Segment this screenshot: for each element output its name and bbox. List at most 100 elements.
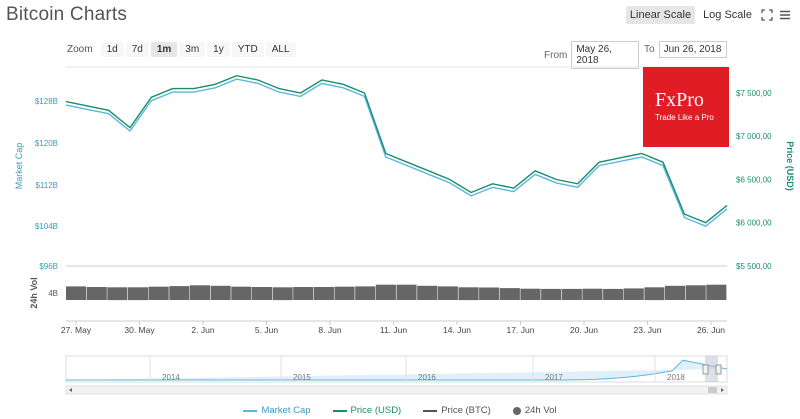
to-date-input[interactable]: Jun 26, 2018: [658, 41, 727, 58]
navigator-selection: [705, 356, 718, 382]
navigator-year-label: 2016: [418, 373, 436, 382]
zoom-3m-button[interactable]: 3m: [179, 42, 206, 57]
page-title: Bitcoin Charts: [6, 4, 128, 25]
legend-24h-vol-label: 24h Vol: [524, 405, 557, 416]
navigator-year-label: 2018: [667, 373, 685, 382]
left-axis-title: Market Cap: [14, 143, 24, 190]
vol-axis-title: 24h Vol: [29, 277, 39, 308]
volume-bar: [479, 287, 500, 300]
vol-swatch-icon: [512, 406, 521, 415]
menu-icon[interactable]: [778, 8, 792, 22]
price-btc-swatch-icon: [423, 409, 438, 412]
navigator-year-label: 2017: [545, 373, 563, 382]
right-axis-tick-label: $5 500,00: [736, 262, 772, 271]
legend-price-usd-label: Price (USD): [350, 405, 402, 416]
price-usd-line: [65, 74, 728, 224]
volume-bar: [623, 288, 644, 300]
from-range: From May 26, 2018: [544, 41, 640, 69]
volume-bar: [520, 288, 541, 300]
fxpro-ad-banner[interactable]: FxPro Trade Like a Pro: [643, 67, 729, 147]
volume-bar: [458, 287, 479, 301]
volume-bar: [189, 285, 210, 300]
zoom-1d-button[interactable]: 1d: [100, 42, 124, 57]
left-axis-tick-label: $128B: [35, 97, 58, 106]
market-cap-line: [65, 78, 728, 228]
volume-bar: [107, 287, 128, 301]
volume-bar: [665, 285, 686, 300]
navigator-scrollbar: [65, 385, 728, 395]
navigator-left-handle: [702, 364, 709, 375]
zoom-ytd-button[interactable]: YTD: [231, 42, 264, 57]
volume-bar: [66, 286, 87, 300]
ad-slogan: Trade Like a Pro: [655, 113, 714, 122]
legend-market-cap[interactable]: Market Cap: [243, 405, 311, 416]
navigator-series: [66, 359, 728, 381]
volume-bar: [210, 285, 231, 300]
right-axis-title: Price (USD): [785, 141, 795, 191]
chart-legend: Market Cap Price (USD) Price (BTC) 24h V…: [0, 405, 800, 416]
volume-bar: [251, 287, 272, 300]
legend-price-usd[interactable]: Price (USD): [332, 405, 402, 416]
x-axis-tick-label: 26. Jun: [697, 325, 725, 335]
scroll-left-arrow-icon: [69, 388, 72, 392]
volume-bar: [437, 286, 458, 300]
scrollbar-thumb: [708, 387, 717, 393]
volume-bar: [169, 286, 190, 300]
volume-bar: [417, 285, 438, 300]
volume-bar: [375, 284, 396, 300]
x-axis-tick-label: 11. Jun: [380, 325, 408, 335]
zoom-controls: Zoom 1d 7d 1m 3m 1y YTD ALL: [67, 42, 296, 57]
zoom-7d-button[interactable]: 7d: [125, 42, 149, 57]
volume-bar: [603, 288, 624, 300]
fullscreen-icon[interactable]: [760, 8, 774, 22]
linear-scale-button[interactable]: Linear Scale: [625, 6, 696, 24]
scroll-right-arrow-icon: [721, 388, 724, 392]
left-axis-tick-label: $112B: [35, 181, 58, 190]
x-axis-tick-label: 20. Jun: [570, 325, 598, 335]
legend-24h-vol[interactable]: 24h Vol: [512, 405, 557, 416]
volume-bar: [128, 287, 149, 301]
right-axis-tick-label: $7 000,00: [736, 132, 772, 141]
volume-bar: [644, 287, 665, 301]
volume-bar: [396, 284, 417, 300]
zoom-1y-button[interactable]: 1y: [207, 42, 230, 57]
left-axis-tick-label: $104B: [35, 222, 58, 231]
volume-bar: [334, 286, 355, 300]
scale-toggle: Linear Scale Log Scale: [625, 6, 792, 24]
left-axis-tick-label: $120B: [35, 139, 58, 148]
x-axis-tick-label: 30. May: [124, 325, 155, 335]
right-axis-tick-label: $7 500,00: [736, 89, 772, 98]
vol-axis-tick-label: 4B: [48, 289, 58, 298]
left-axis-tick-label: $96B: [39, 262, 58, 271]
volume-bar: [706, 284, 727, 300]
volume-bar: [685, 285, 706, 300]
navigator-right-handle: [715, 364, 722, 375]
x-axis-tick-label: 27. May: [61, 325, 92, 335]
log-scale-button[interactable]: Log Scale: [703, 9, 752, 21]
volume-bar: [313, 287, 334, 300]
from-label: From: [544, 49, 568, 61]
from-date-input[interactable]: May 26, 2018: [571, 41, 640, 69]
x-axis-tick-label: 23. Jun: [634, 325, 662, 335]
volume-bar: [541, 288, 562, 300]
volume-bars: [66, 284, 727, 301]
legend-market-cap-label: Market Cap: [261, 405, 311, 416]
navigator-year-label: 2014: [162, 373, 180, 382]
price-usd-swatch-icon: [332, 409, 347, 412]
right-axis-tick-label: $6 000,00: [736, 219, 772, 228]
x-axis-tick-label: 17. Jun: [507, 325, 535, 335]
volume-bar: [148, 286, 169, 300]
legend-price-btc[interactable]: Price (BTC): [423, 405, 491, 416]
zoom-1m-button[interactable]: 1m: [150, 42, 178, 57]
to-label: To: [644, 44, 655, 55]
ad-brand: FxPro: [655, 89, 704, 111]
to-range: To Jun 26, 2018: [644, 41, 727, 58]
navigator-year-label: 2015: [293, 373, 311, 382]
x-axis-tick-label: 8. Jun: [318, 325, 341, 335]
volume-bar: [499, 288, 520, 300]
zoom-label: Zoom: [67, 44, 93, 55]
right-axis-tick-label: $6 500,00: [736, 175, 772, 184]
zoom-all-button[interactable]: ALL: [265, 42, 296, 57]
volume-bar: [582, 288, 603, 300]
volume-bar: [272, 287, 293, 301]
